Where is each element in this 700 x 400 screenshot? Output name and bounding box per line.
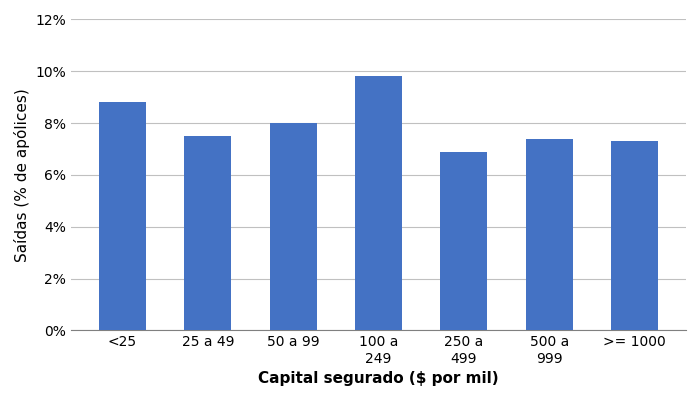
Bar xyxy=(355,76,402,330)
Y-axis label: Saídas (% de apólices): Saídas (% de apólices) xyxy=(14,88,30,262)
Bar xyxy=(526,139,573,330)
Bar xyxy=(611,141,658,330)
Bar xyxy=(184,136,231,330)
X-axis label: Capital segurado ($ por mil): Capital segurado ($ por mil) xyxy=(258,371,499,386)
Bar xyxy=(270,123,316,330)
Bar xyxy=(99,102,146,330)
Bar xyxy=(440,152,487,330)
